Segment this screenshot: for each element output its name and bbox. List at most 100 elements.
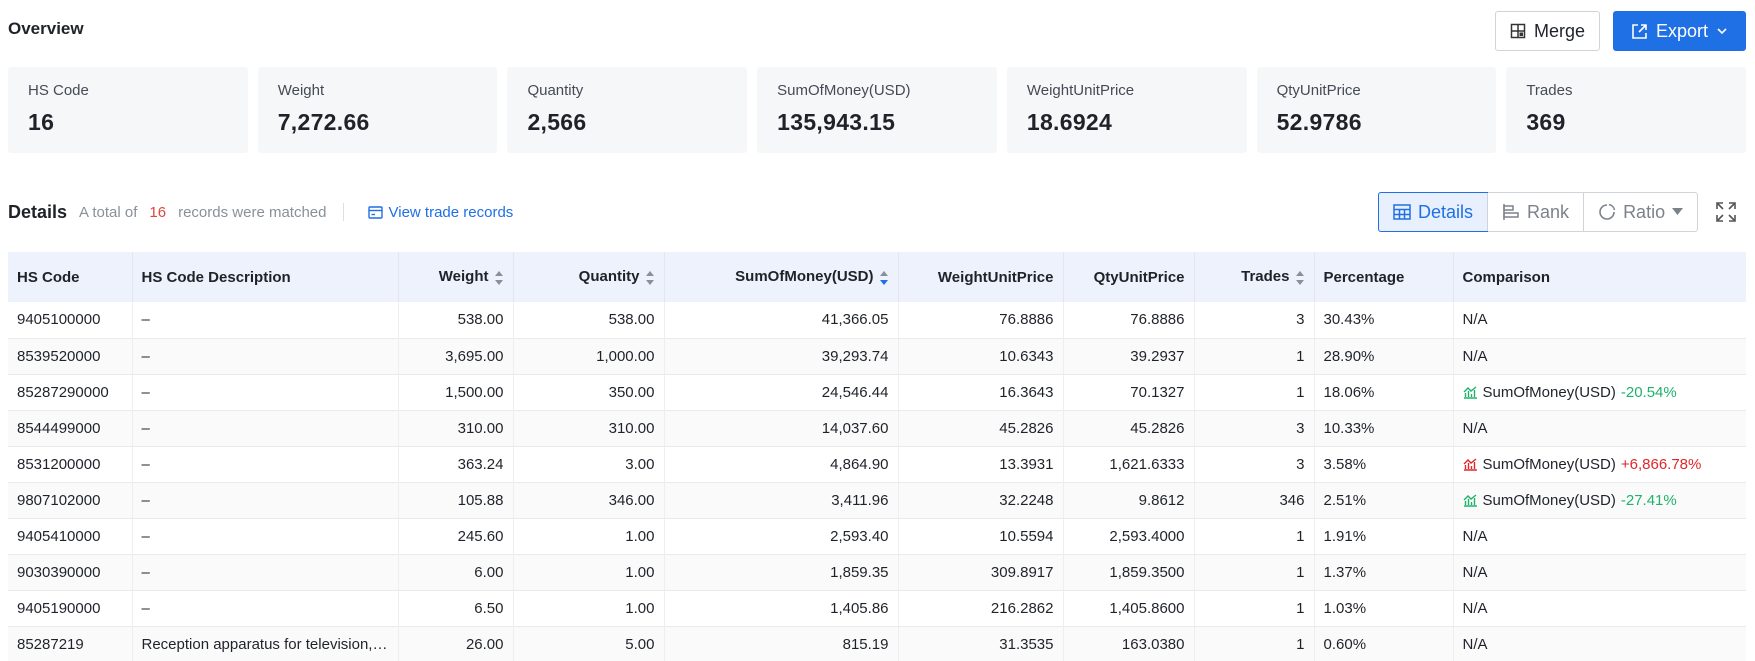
ratio-icon	[1599, 203, 1616, 220]
comparison-metric: SumOfMoney(USD)	[1482, 455, 1616, 473]
view-details-label: Details	[1418, 201, 1474, 222]
cell-quantity: 538.00	[513, 302, 665, 338]
cell-percentage: 1.91%	[1314, 518, 1454, 554]
card-label: Weight	[277, 82, 325, 99]
cell-quantity: 310.00	[513, 410, 665, 446]
comparison-change: -27.41%	[1620, 491, 1677, 509]
merge-button[interactable]: Merge	[1495, 11, 1600, 51]
cell-weight: 6.50	[398, 590, 514, 626]
cell-hs-code: 8539520000	[8, 338, 133, 374]
sort-icon[interactable]	[1295, 270, 1305, 286]
cell-comparison: N/A	[1462, 527, 1488, 545]
fullscreen-icon[interactable]	[1715, 201, 1737, 223]
sort-icon[interactable]	[645, 270, 655, 286]
col-weight[interactable]: Weight	[398, 252, 514, 302]
cell-qty-unit-price: 2,593.4000	[1063, 518, 1195, 554]
cell-qty-unit-price: 1,405.8600	[1063, 590, 1195, 626]
cell-hs-code: 9405190000	[8, 590, 133, 626]
cell-trades: 1	[1194, 518, 1315, 554]
view-details-tab[interactable]: Details	[1378, 192, 1489, 232]
cell-weight-unit-price: 10.5594	[898, 518, 1064, 554]
cell-qty-unit-price: 9.8612	[1063, 482, 1195, 518]
cell-description: –	[132, 374, 399, 410]
cell-percentage: 2.51%	[1314, 482, 1454, 518]
table-row[interactable]: 8531200000–363.24 3.00 4,864.90 13.3931 1,62…	[8, 446, 1746, 482]
table-row[interactable]: 9405100000–538.00 538.00 41,366.05 76.8886 7…	[8, 302, 1746, 338]
view-ratio-label: Ratio	[1623, 201, 1666, 222]
table-row[interactable]: 85287290000–1,500.00 350.00 24,546.44 16.36…	[8, 374, 1746, 410]
cell-description: Reception apparatus for television, colo…	[132, 626, 399, 661]
comparison-value: SumOfMoney(USD) -27.41%	[1463, 492, 1738, 509]
table-row[interactable]: 85287219 Reception apparatus for televisi…	[8, 626, 1746, 661]
view-trade-records-link[interactable]: View trade records	[367, 204, 513, 221]
summary-card-sum-of-money: SumOfMoney(USD) 135,943.15	[757, 67, 997, 153]
sort-icon[interactable]	[494, 270, 504, 286]
cell-description: –	[132, 446, 399, 482]
card-value: 2,566	[527, 109, 587, 135]
export-icon	[1632, 23, 1647, 39]
table-row[interactable]: 8544499000–310.00 310.00 14,037.60 45.2826 4…	[8, 410, 1746, 446]
caret-down-icon	[1672, 208, 1684, 215]
cell-weight-unit-price: 16.3643	[898, 374, 1064, 410]
table-row[interactable]: 9807102000–105.88 346.00 3,411.96 32.2248 9.…	[8, 482, 1746, 518]
table-icon	[1393, 204, 1411, 220]
cell-comparison: N/A	[1462, 419, 1488, 437]
cell-description: –	[132, 338, 399, 374]
col-comparison: Comparison	[1462, 268, 1551, 286]
card-value: 369	[1526, 109, 1566, 135]
cell-weight: 245.60	[398, 518, 514, 554]
col-quantity-label: Quantity	[578, 268, 640, 286]
cell-percentage: 10.33%	[1314, 410, 1454, 446]
table-row[interactable]: 9405410000–245.60 1.00 2,593.40 10.5594 2,59…	[8, 518, 1746, 554]
rank-icon	[1503, 204, 1519, 220]
comparison-metric: SumOfMoney(USD)	[1482, 383, 1616, 401]
cell-quantity: 3.00	[513, 446, 665, 482]
cell-sum-of-money: 3,411.96	[664, 482, 899, 518]
view-switcher: Details Rank Ratio	[1378, 192, 1699, 232]
cell-hs-code: 85287219	[8, 626, 133, 661]
col-weight-unit-price: WeightUnitPrice	[898, 252, 1064, 302]
view-rank-tab[interactable]: Rank	[1487, 193, 1583, 231]
cell-weight-unit-price: 31.3535	[898, 626, 1064, 661]
col-trades[interactable]: Trades	[1194, 252, 1315, 302]
cell-weight-unit-price: 45.2826	[898, 410, 1064, 446]
cell-description: –	[132, 554, 399, 590]
cell-qty-unit-price: 1,621.6333	[1063, 446, 1195, 482]
summary-card-quantity: Quantity 2,566	[507, 67, 748, 153]
table-row[interactable]: 9405190000–6.50 1.00 1,405.86 216.2862 1,405…	[8, 590, 1746, 626]
export-button[interactable]: Export	[1613, 11, 1746, 51]
cell-hs-code: 9405100000	[8, 302, 133, 338]
cell-quantity: 1.00	[513, 554, 665, 590]
sort-desc-icon[interactable]	[879, 270, 889, 286]
col-quantity[interactable]: Quantity	[513, 252, 665, 302]
comparison-metric: SumOfMoney(USD)	[1482, 491, 1616, 509]
cell-hs-code: 9807102000	[8, 482, 133, 518]
cell-trades: 3	[1194, 446, 1315, 482]
cell-trades: 1	[1194, 374, 1315, 410]
table-row[interactable]: 8539520000–3,695.00 1,000.00 39,293.74 10.6…	[8, 338, 1746, 374]
cell-comparison: N/A	[1462, 563, 1488, 581]
card-label: QtyUnitPrice	[1276, 82, 1361, 99]
cell-description: –	[132, 518, 399, 554]
cell-weight: 1,500.00	[398, 374, 514, 410]
card-label: Quantity	[527, 82, 584, 99]
table-row[interactable]: 9030390000–6.00 1.00 1,859.35 309.8917 1,859…	[8, 554, 1746, 590]
cell-sum-of-money: 4,864.90	[664, 446, 899, 482]
export-label: Export	[1655, 20, 1709, 41]
col-sum-of-money[interactable]: SumOfMoney(USD)	[664, 252, 899, 302]
table-header-row: HS Code HS Code Description Weight Quant…	[8, 252, 1746, 302]
total-suffix: records were matched	[178, 203, 327, 221]
view-ratio-tab[interactable]: Ratio	[1583, 193, 1697, 231]
cell-qty-unit-price: 39.2937	[1063, 338, 1195, 374]
card-label: SumOfMoney(USD)	[777, 82, 911, 99]
cell-percentage: 28.90%	[1314, 338, 1454, 374]
comparison-change: +6,866.78%	[1620, 455, 1702, 473]
cell-sum-of-money: 1,859.35	[664, 554, 899, 590]
cell-trades: 1	[1194, 554, 1315, 590]
details-title: Details	[8, 201, 68, 222]
cell-quantity: 1.00	[513, 518, 665, 554]
summary-cards: HS Code 16 Weight 7,272.66 Quantity 2,56…	[8, 67, 1747, 153]
cell-hs-code: 8544499000	[8, 410, 133, 446]
cell-percentage: 0.60%	[1314, 626, 1454, 661]
overview-title: Overview	[8, 19, 84, 38]
